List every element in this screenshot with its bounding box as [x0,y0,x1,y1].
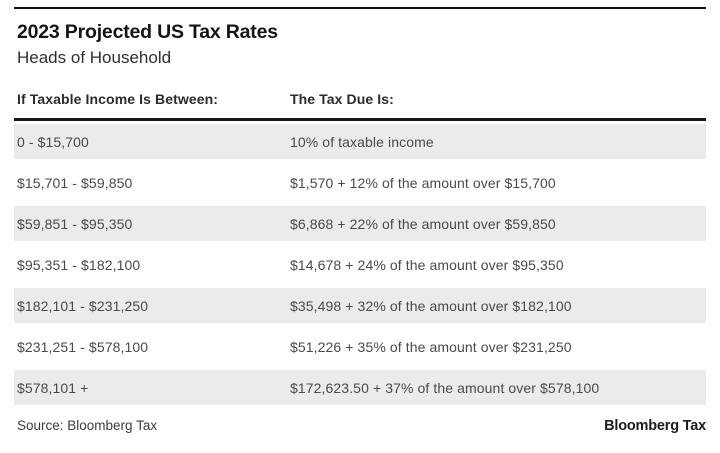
top-rule [14,7,706,9]
column-header-tax-due: The Tax Due Is: [290,91,394,107]
tax-due-cell: $35,498 + 32% of the amount over $182,10… [290,297,572,314]
tax-table: 0 - $15,700 10% of taxable income $15,70… [0,124,720,405]
tax-due-cell: $14,678 + 24% of the amount over $95,350 [290,256,564,273]
table-row: $182,101 - $231,250 $35,498 + 32% of the… [14,288,706,323]
table-row: 0 - $15,700 10% of taxable income [14,124,706,159]
tax-rates-graphic: 2023 Projected US Tax Rates Heads of Hou… [0,7,720,453]
income-range-cell: $59,851 - $95,350 [17,215,133,232]
tax-due-cell: $51,226 + 35% of the amount over $231,25… [290,338,572,355]
table-row: $15,701 - $59,850 $1,570 + 12% of the am… [14,165,706,200]
table-row: $578,101 + $172,623.50 + 37% of the amou… [14,370,706,405]
tax-due-cell: $172,623.50 + 37% of the amount over $57… [290,379,600,396]
page-subtitle: Heads of Household [17,48,172,67]
income-range-cell: $182,101 - $231,250 [17,297,149,314]
income-range-cell: $95,351 - $182,100 [17,256,141,273]
income-range-cell: $15,701 - $59,850 [17,174,133,191]
table-header-row: If Taxable Income Is Between: The Tax Du… [14,91,706,107]
tax-due-cell: $1,570 + 12% of the amount over $15,700 [290,174,556,191]
income-range-cell: $231,251 - $578,100 [17,338,149,355]
footer: Source: Bloomberg Tax Bloomberg Tax [14,418,706,434]
source-note: Source: Bloomberg Tax [17,418,158,433]
income-range-cell: $578,101 + [17,379,89,396]
table-row: $95,351 - $182,100 $14,678 + 24% of the … [14,247,706,282]
tax-due-cell: 10% of taxable income [290,133,434,150]
header-rule [14,118,706,121]
table-row: $59,851 - $95,350 $6,868 + 22% of the am… [14,206,706,241]
table-row: $231,251 - $578,100 $51,226 + 35% of the… [14,329,706,364]
tax-due-cell: $6,868 + 22% of the amount over $59,850 [290,215,556,232]
bloomberg-tax-logo: Bloomberg Tax [604,418,706,434]
page-title: 2023 Projected US Tax Rates [17,21,278,43]
column-header-income: If Taxable Income Is Between: [17,91,219,107]
income-range-cell: 0 - $15,700 [17,133,89,150]
